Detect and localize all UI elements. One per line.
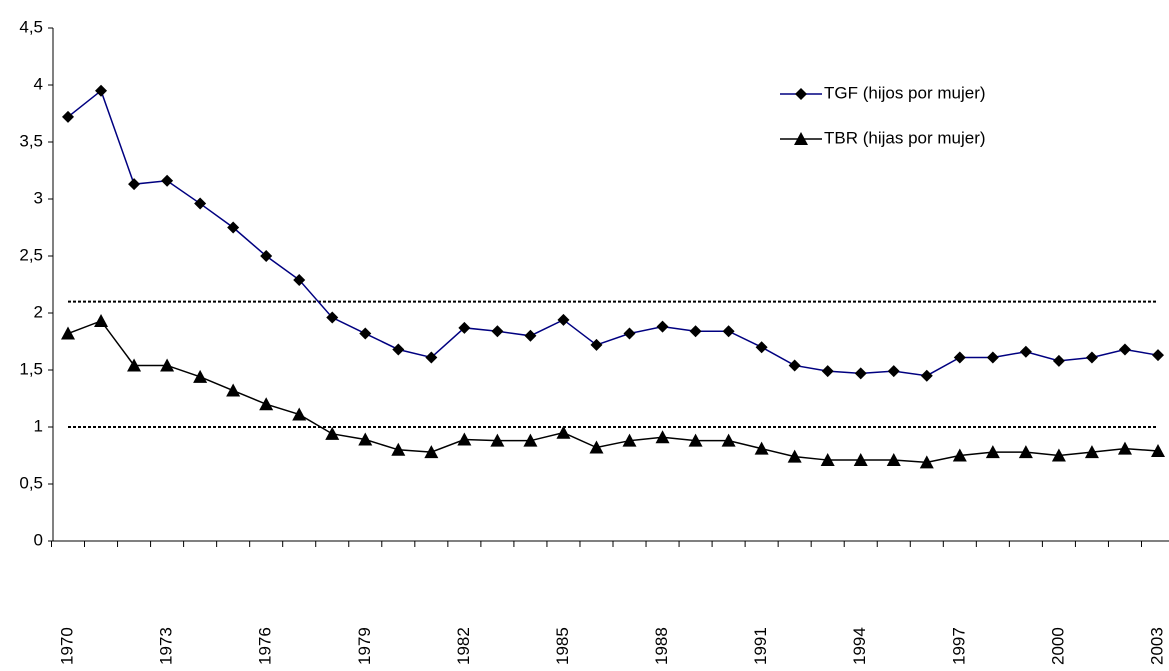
marker [524, 329, 537, 342]
marker [160, 358, 175, 372]
marker [523, 433, 538, 447]
series-line [67, 89, 1159, 377]
y-tick-label: 4 [34, 74, 43, 93]
marker [326, 311, 339, 324]
marker [623, 327, 636, 340]
y-tick-label: 3,5 [19, 131, 43, 150]
marker [391, 442, 406, 456]
x-tick-label: 1976 [256, 627, 275, 665]
marker [61, 326, 75, 340]
marker [95, 84, 108, 97]
marker [491, 325, 504, 338]
marker [127, 358, 142, 372]
marker [227, 221, 240, 234]
y-tick-label: 2 [34, 302, 43, 321]
marker [655, 430, 670, 444]
legend-marker [794, 132, 808, 145]
x-tick-label: 1973 [157, 627, 176, 665]
y-tick-label: 2,5 [19, 245, 43, 264]
marker [589, 440, 604, 454]
y-tick-label: 3 [34, 188, 43, 207]
marker [128, 178, 141, 191]
x-tick-label: 1979 [355, 627, 374, 665]
marker [359, 327, 372, 340]
marker [1052, 354, 1065, 367]
x-tick-label: 1997 [949, 627, 968, 665]
y-tick-label: 1,5 [19, 359, 43, 378]
x-tick-label: 1982 [454, 627, 473, 665]
marker [193, 369, 208, 383]
marker [821, 365, 834, 378]
y-tick-label: 0,5 [19, 473, 43, 492]
marker [556, 425, 571, 439]
y-tick-label: 4,5 [19, 17, 43, 36]
y-tick-label: 0 [34, 530, 43, 549]
marker [260, 250, 273, 262]
marker [1117, 441, 1132, 455]
marker [94, 313, 109, 327]
legend-label: TGF (hijos por mujer) [824, 83, 986, 102]
marker [194, 197, 207, 210]
x-tick-label: 2000 [1048, 627, 1067, 665]
marker [820, 453, 835, 467]
marker [656, 320, 669, 333]
marker [854, 367, 867, 380]
marker [424, 445, 439, 459]
marker [886, 453, 901, 467]
marker [788, 359, 801, 372]
marker [787, 449, 802, 463]
x-tick-label: 1988 [652, 627, 671, 665]
marker [755, 341, 768, 354]
y-tick-label: 1 [34, 416, 43, 435]
marker [358, 432, 373, 446]
marker [920, 369, 933, 382]
legend-label: TBR (hijas por mujer) [824, 128, 986, 147]
marker [1019, 345, 1032, 358]
marker [688, 433, 703, 447]
series-line [67, 320, 1159, 464]
marker [722, 325, 735, 338]
marker [161, 174, 174, 187]
marker [457, 432, 472, 446]
marker [226, 383, 241, 397]
marker [953, 351, 966, 364]
marker [754, 441, 769, 455]
marker [952, 448, 967, 462]
marker [490, 433, 505, 447]
x-tick-label: 1994 [850, 627, 869, 665]
marker [887, 365, 900, 378]
marker [1152, 349, 1164, 362]
marker [986, 351, 999, 364]
legend-marker [795, 88, 807, 100]
marker [622, 433, 637, 447]
x-tick-label: 2003 [1147, 627, 1166, 665]
marker [325, 426, 340, 440]
marker [1118, 343, 1131, 356]
marker [1051, 448, 1066, 462]
marker [292, 407, 307, 421]
marker [689, 325, 702, 338]
marker [1151, 443, 1165, 457]
marker [293, 273, 306, 286]
marker [62, 110, 74, 123]
marker [590, 338, 603, 351]
marker [721, 433, 736, 447]
marker [458, 321, 471, 334]
marker [1085, 351, 1098, 364]
marker [1084, 445, 1099, 459]
marker [259, 397, 274, 411]
marker [985, 445, 1000, 459]
marker [1018, 445, 1033, 459]
x-tick-label: 1991 [751, 627, 770, 665]
marker [853, 453, 868, 467]
x-tick-label: 1985 [553, 627, 572, 665]
marker [425, 351, 438, 364]
marker [557, 313, 570, 326]
marker [392, 343, 405, 356]
marker [919, 455, 934, 469]
x-tick-label: 1970 [57, 627, 76, 665]
